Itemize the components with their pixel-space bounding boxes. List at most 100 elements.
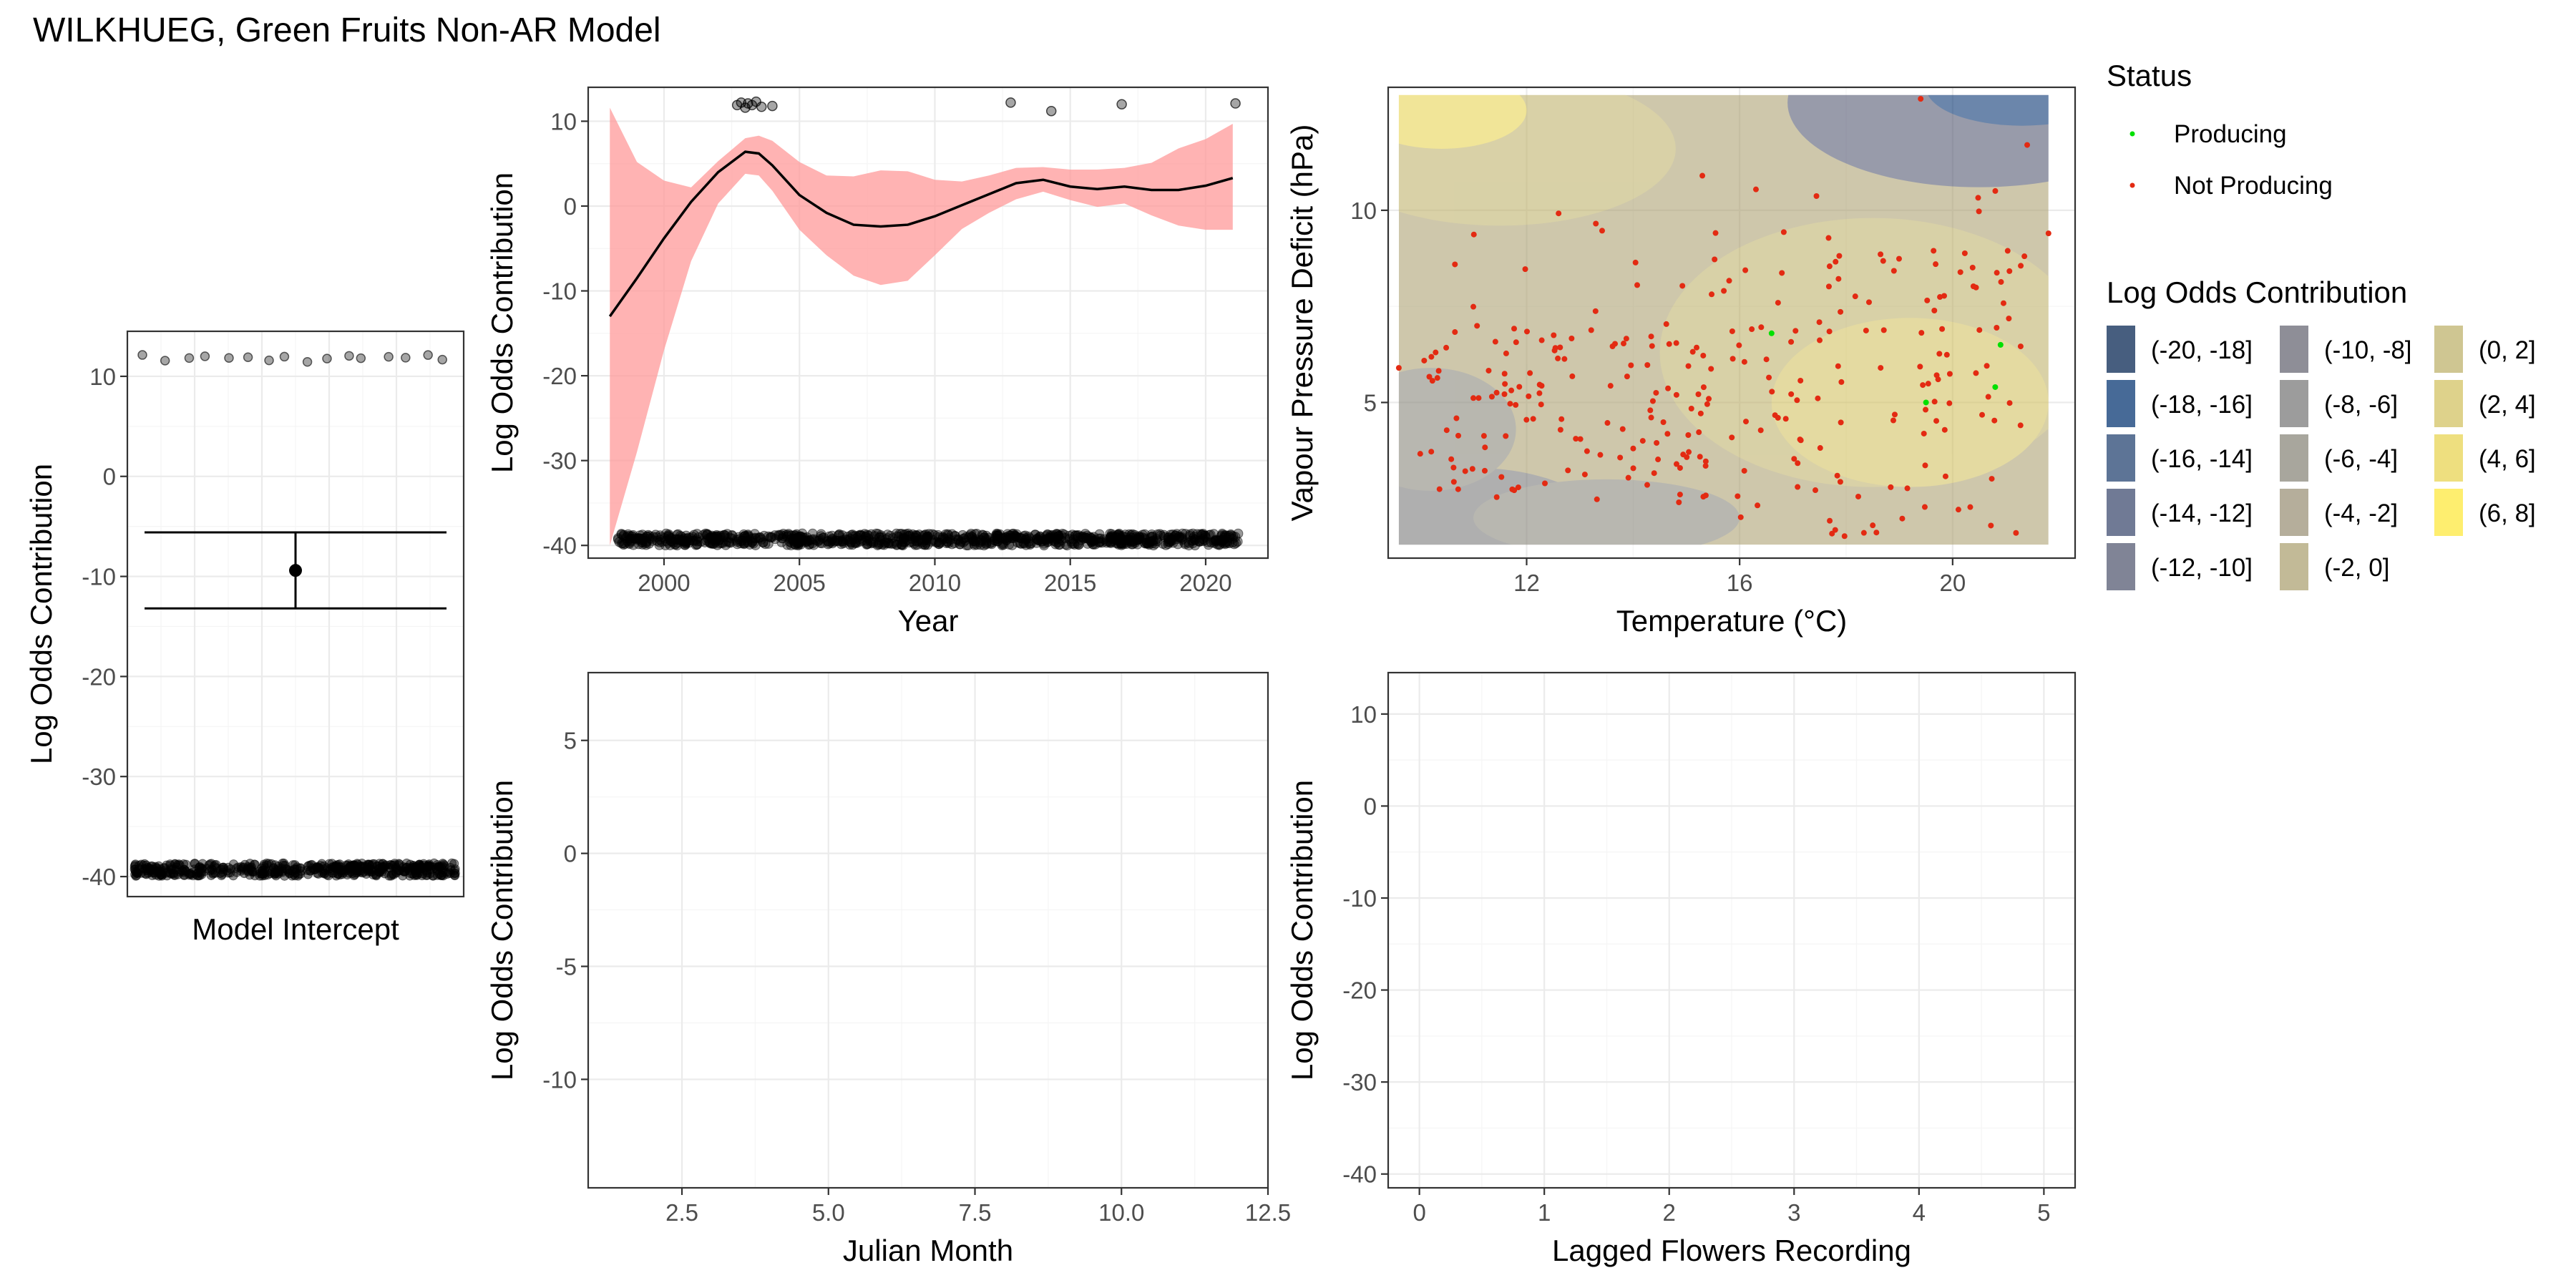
data-point-not-producing (1755, 502, 1761, 509)
data-point-not-producing (1998, 279, 2004, 286)
data-point-not-producing (259, 869, 269, 879)
x-tick-label: 1 (1538, 1199, 1551, 1226)
data-point-not-producing (267, 859, 277, 869)
legend-contrib-label: (-8, -6] (2324, 391, 2398, 419)
data-point-not-producing (1742, 267, 1749, 273)
data-point-not-producing (1813, 193, 1820, 200)
data-point-not-producing (1488, 394, 1495, 400)
data-point-not-producing (434, 869, 444, 879)
data-point-not-producing (1501, 371, 1508, 377)
data-point-not-producing (1757, 427, 1764, 434)
y-tick-label: 10 (1350, 701, 1377, 728)
data-point-not-producing (984, 532, 995, 543)
y-tick-label: 5 (564, 728, 577, 754)
data-point-not-producing (1749, 326, 1755, 333)
data-point-not-producing (196, 867, 206, 877)
y-axis-label: Vapour Pressure Deficit (hPa) (1285, 125, 1319, 522)
data-point-not-producing (1417, 451, 1423, 457)
data-point-not-producing (130, 862, 140, 872)
data-point-producing (1992, 384, 1999, 390)
data-point-not-producing (1721, 288, 1727, 294)
data-point-not-producing (278, 858, 288, 868)
data-point-not-producing (1536, 390, 1543, 396)
fit-line (608, 150, 1234, 318)
data-point-not-producing (206, 870, 216, 880)
data-point-not-producing (1653, 389, 1659, 396)
data-point-not-producing (1538, 337, 1545, 343)
data-point-not-producing (1696, 429, 1702, 436)
data-point-not-producing (368, 870, 378, 880)
data-point-not-producing (1706, 396, 1712, 402)
data-point-not-producing (1648, 333, 1654, 340)
data-point-not-producing (1729, 356, 1736, 362)
data-point-not-producing (1511, 487, 1518, 494)
data-point-not-producing (1395, 365, 1402, 371)
data-point-not-producing (189, 864, 199, 874)
data-point-not-producing (1433, 349, 1439, 356)
y-axis-label: Log Odds Contribution (1285, 780, 1319, 1080)
data-point-not-producing (1435, 368, 1442, 374)
panel-border (587, 671, 1269, 1189)
data-point-not-producing (2006, 268, 2013, 274)
x-tick-label: 2 (1663, 1199, 1676, 1226)
x-tick-label: 5.0 (812, 1199, 845, 1226)
data-point-not-producing (1498, 474, 1505, 480)
data-point-not-producing (1788, 391, 1795, 397)
data-point-not-producing (1973, 284, 1979, 291)
y-axis-label: Log Odds Contribution (485, 172, 519, 473)
data-point-not-producing (1870, 522, 1876, 529)
data-point-not-producing (1147, 531, 1158, 542)
data-point-not-producing (1453, 415, 1460, 421)
data-point-not-producing (1502, 381, 1508, 387)
data-point-not-producing (1542, 480, 1548, 487)
data-point-producing (423, 350, 433, 360)
data-point-not-producing (917, 537, 927, 548)
data-point-producing (322, 353, 332, 364)
data-point-not-producing (1835, 363, 1841, 369)
data-point-not-producing (1070, 530, 1080, 541)
data-point-not-producing (1177, 528, 1188, 539)
data-point-not-producing (1933, 418, 1940, 424)
legend-contrib-label: (-10, -8] (2324, 336, 2412, 364)
data-point-not-producing (1527, 370, 1533, 376)
data-point-not-producing (1825, 235, 1832, 241)
data-point-not-producing (691, 540, 701, 550)
data-point-not-producing (1702, 463, 1709, 469)
data-point-producing (767, 100, 778, 112)
data-point-not-producing (1523, 416, 1530, 423)
data-point-not-producing (1918, 330, 1925, 336)
x-tick-label: 2020 (1179, 570, 1231, 596)
y-tick-label: -40 (82, 864, 116, 890)
legend-status-key (2129, 131, 2135, 137)
data-point-not-producing (1925, 381, 1931, 387)
data-point-not-producing (1434, 375, 1440, 381)
data-point-not-producing (753, 532, 763, 543)
x-axis-label: Year (898, 604, 959, 638)
legend-contrib-label: (2, 4] (2479, 391, 2536, 419)
data-point-not-producing (1630, 465, 1636, 472)
legend-contrib-swatch (2280, 380, 2308, 427)
data-point-not-producing (445, 869, 455, 879)
data-point-not-producing (1931, 307, 1938, 313)
data-point-not-producing (2017, 422, 2024, 429)
data-point-not-producing (1623, 336, 1629, 342)
data-point-not-producing (1941, 426, 1948, 433)
data-point-not-producing (1975, 195, 1981, 201)
data-point-not-producing (295, 864, 305, 874)
data-point-not-producing (1922, 462, 1928, 469)
data-point-not-producing (2004, 248, 2011, 254)
data-point-not-producing (1448, 456, 1455, 462)
legend-log-odds-contribution: Log Odds Contribution (-20, -18] (-18, -16… (2107, 275, 2536, 590)
data-point-producing (356, 353, 366, 364)
data-point-not-producing (1470, 231, 1477, 238)
data-point-not-producing (1795, 460, 1801, 467)
data-point-not-producing (332, 862, 342, 872)
data-point-not-producing (1880, 258, 1886, 264)
legend-contrib-label: (-16, -14] (2151, 445, 2253, 473)
legend-contrib-label: (0, 2] (2479, 336, 2536, 364)
y-tick-label: -40 (542, 532, 577, 559)
data-point-not-producing (1935, 376, 1941, 383)
contour-region (1928, 94, 2049, 126)
data-point-not-producing (233, 862, 243, 872)
data-point-not-producing (130, 864, 140, 874)
